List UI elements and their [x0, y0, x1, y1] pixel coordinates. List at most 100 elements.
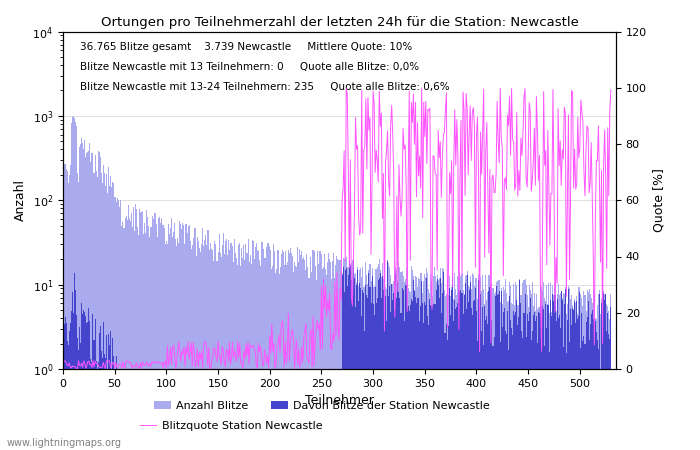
- Bar: [113, 356, 114, 450]
- Bar: [510, 286, 511, 450]
- Bar: [333, 253, 335, 450]
- Bar: [144, 224, 145, 450]
- Bar: [205, 235, 206, 450]
- Bar: [582, 341, 583, 450]
- Bar: [260, 266, 261, 450]
- Bar: [145, 369, 146, 450]
- Bar: [410, 292, 411, 450]
- Bar: [201, 369, 202, 450]
- Bar: [141, 212, 142, 450]
- Bar: [585, 322, 587, 450]
- Bar: [591, 315, 592, 450]
- Bar: [291, 253, 292, 450]
- Bar: [450, 296, 451, 450]
- Bar: [150, 227, 151, 450]
- Bar: [164, 369, 166, 450]
- Bar: [305, 369, 307, 450]
- Bar: [66, 171, 68, 450]
- Bar: [512, 304, 513, 450]
- Bar: [179, 220, 181, 450]
- Bar: [270, 369, 272, 450]
- Bar: [259, 369, 260, 450]
- Bar: [121, 225, 122, 450]
- Bar: [258, 369, 259, 450]
- Bar: [428, 325, 429, 450]
- Bar: [502, 304, 503, 450]
- Bar: [532, 331, 533, 450]
- Bar: [537, 343, 538, 450]
- Bar: [327, 262, 328, 450]
- Bar: [556, 321, 557, 450]
- Bar: [575, 323, 576, 450]
- Bar: [393, 281, 394, 450]
- Bar: [467, 274, 468, 450]
- Bar: [248, 369, 250, 450]
- Bar: [391, 284, 392, 450]
- Bar: [506, 333, 507, 450]
- Bar: [582, 306, 583, 450]
- Bar: [108, 166, 109, 450]
- Bar: [355, 273, 356, 450]
- Bar: [211, 369, 212, 450]
- Bar: [474, 286, 475, 450]
- Bar: [449, 275, 450, 450]
- Bar: [571, 325, 572, 450]
- Bar: [162, 369, 164, 450]
- Bar: [467, 271, 468, 450]
- Bar: [194, 369, 195, 450]
- Bar: [465, 276, 466, 450]
- Bar: [413, 276, 414, 450]
- Bar: [335, 369, 337, 450]
- Bar: [576, 301, 578, 450]
- Bar: [142, 211, 143, 450]
- Bar: [364, 287, 365, 450]
- Bar: [71, 123, 72, 450]
- Bar: [220, 257, 222, 450]
- Bar: [136, 369, 137, 450]
- Bar: [77, 338, 78, 450]
- Bar: [335, 265, 337, 450]
- Bar: [337, 259, 339, 450]
- Bar: [491, 320, 493, 450]
- Bar: [301, 252, 302, 450]
- Bar: [293, 272, 294, 450]
- Bar: [573, 310, 574, 450]
- Bar: [317, 369, 318, 450]
- Bar: [570, 299, 571, 450]
- Bar: [439, 278, 440, 450]
- Bar: [304, 260, 305, 450]
- Bar: [522, 283, 524, 450]
- Bar: [304, 369, 305, 450]
- Bar: [185, 369, 186, 450]
- Bar: [75, 122, 76, 450]
- Bar: [72, 117, 73, 450]
- Bar: [600, 369, 601, 450]
- Bar: [146, 211, 147, 450]
- Bar: [575, 303, 576, 450]
- Bar: [502, 327, 503, 450]
- Bar: [229, 251, 230, 450]
- Bar: [494, 296, 496, 450]
- Bar: [528, 284, 530, 450]
- Bar: [446, 324, 447, 450]
- Bar: [388, 263, 389, 450]
- Bar: [402, 276, 404, 450]
- Bar: [256, 243, 257, 450]
- Bar: [287, 262, 288, 450]
- Bar: [496, 295, 498, 450]
- Bar: [274, 369, 275, 450]
- Bar: [302, 369, 303, 450]
- Bar: [591, 297, 592, 450]
- Bar: [550, 300, 552, 450]
- Bar: [541, 319, 542, 450]
- Bar: [486, 301, 487, 450]
- Bar: [348, 267, 349, 450]
- Blitzquote Station Newcastle: [479, 130, 487, 136]
- Bar: [556, 311, 557, 450]
- Bar: [274, 252, 275, 450]
- Bar: [394, 310, 395, 450]
- Bar: [503, 312, 504, 450]
- Bar: [236, 369, 237, 450]
- Bar: [445, 296, 446, 450]
- Bar: [71, 310, 72, 450]
